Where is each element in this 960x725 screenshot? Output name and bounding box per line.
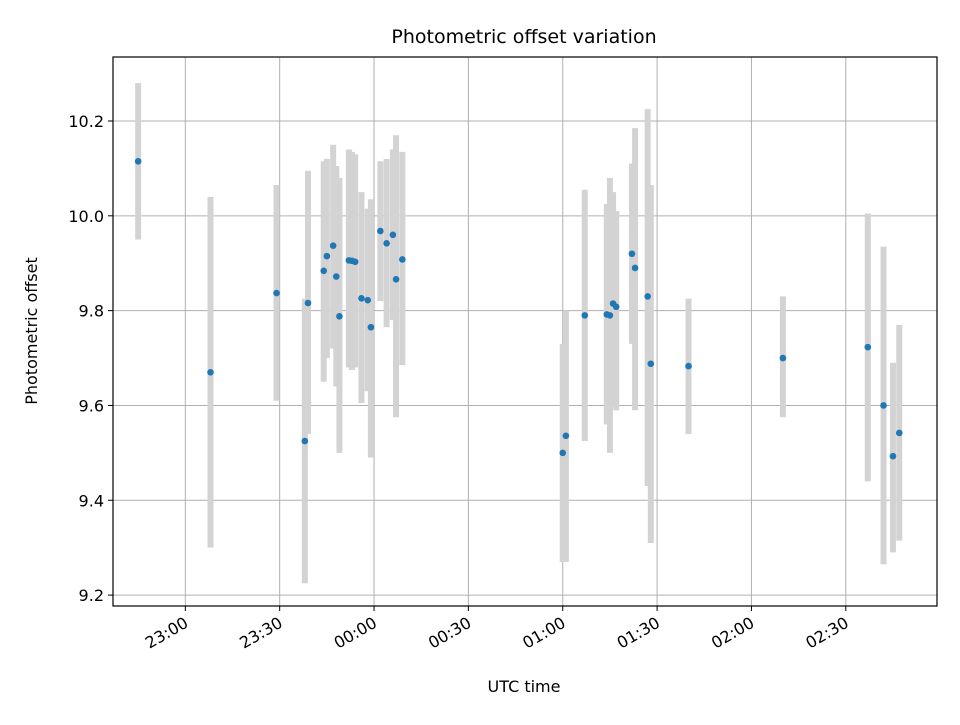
data-point — [389, 231, 397, 239]
data-point — [383, 240, 390, 247]
data-point — [301, 437, 309, 445]
plot-frame — [112, 56, 938, 607]
data-point — [864, 343, 872, 351]
x-axis-label: UTC time — [488, 677, 561, 696]
y-axis-label: Photometric offset — [22, 257, 41, 405]
data-point — [647, 360, 655, 368]
data-point — [329, 242, 337, 249]
y-tick-label: 9.6 — [79, 396, 104, 415]
data-point — [364, 296, 372, 304]
y-tick-label: 10.2 — [68, 112, 104, 131]
data-point — [304, 299, 312, 307]
data-point — [320, 267, 328, 275]
data-point — [628, 250, 636, 258]
data-point — [392, 276, 400, 283]
point-layer — [134, 158, 903, 460]
data-point — [377, 227, 384, 235]
data-point — [367, 323, 375, 331]
data-point — [779, 354, 787, 362]
chart-title: Photometric offset variation — [391, 26, 656, 48]
data-point — [207, 368, 214, 376]
data-point — [612, 303, 620, 311]
data-point — [581, 312, 589, 319]
data-point — [631, 264, 639, 272]
data-point — [559, 449, 567, 457]
data-point — [332, 273, 340, 280]
data-point — [880, 402, 887, 409]
y-tick-label: 10.0 — [68, 207, 104, 226]
y-tick-label: 9.8 — [79, 302, 104, 321]
data-point — [323, 252, 331, 260]
data-point — [358, 295, 365, 302]
data-point — [644, 293, 651, 300]
data-point — [399, 256, 406, 263]
y-tick-label: 9.4 — [79, 491, 104, 510]
y-axis: 9.2 9.4 9.6 9.8 10.0 10.2 — [68, 112, 113, 605]
data-point — [889, 452, 897, 460]
data-point — [606, 312, 614, 319]
data-point — [336, 313, 343, 320]
data-point — [351, 258, 359, 266]
grid-layer — [113, 57, 937, 606]
y-tick-label: 9.2 — [79, 586, 104, 605]
data-point — [273, 289, 280, 297]
data-point — [134, 158, 142, 165]
data-point — [685, 362, 692, 370]
data-point — [895, 429, 903, 437]
data-point — [562, 432, 570, 440]
